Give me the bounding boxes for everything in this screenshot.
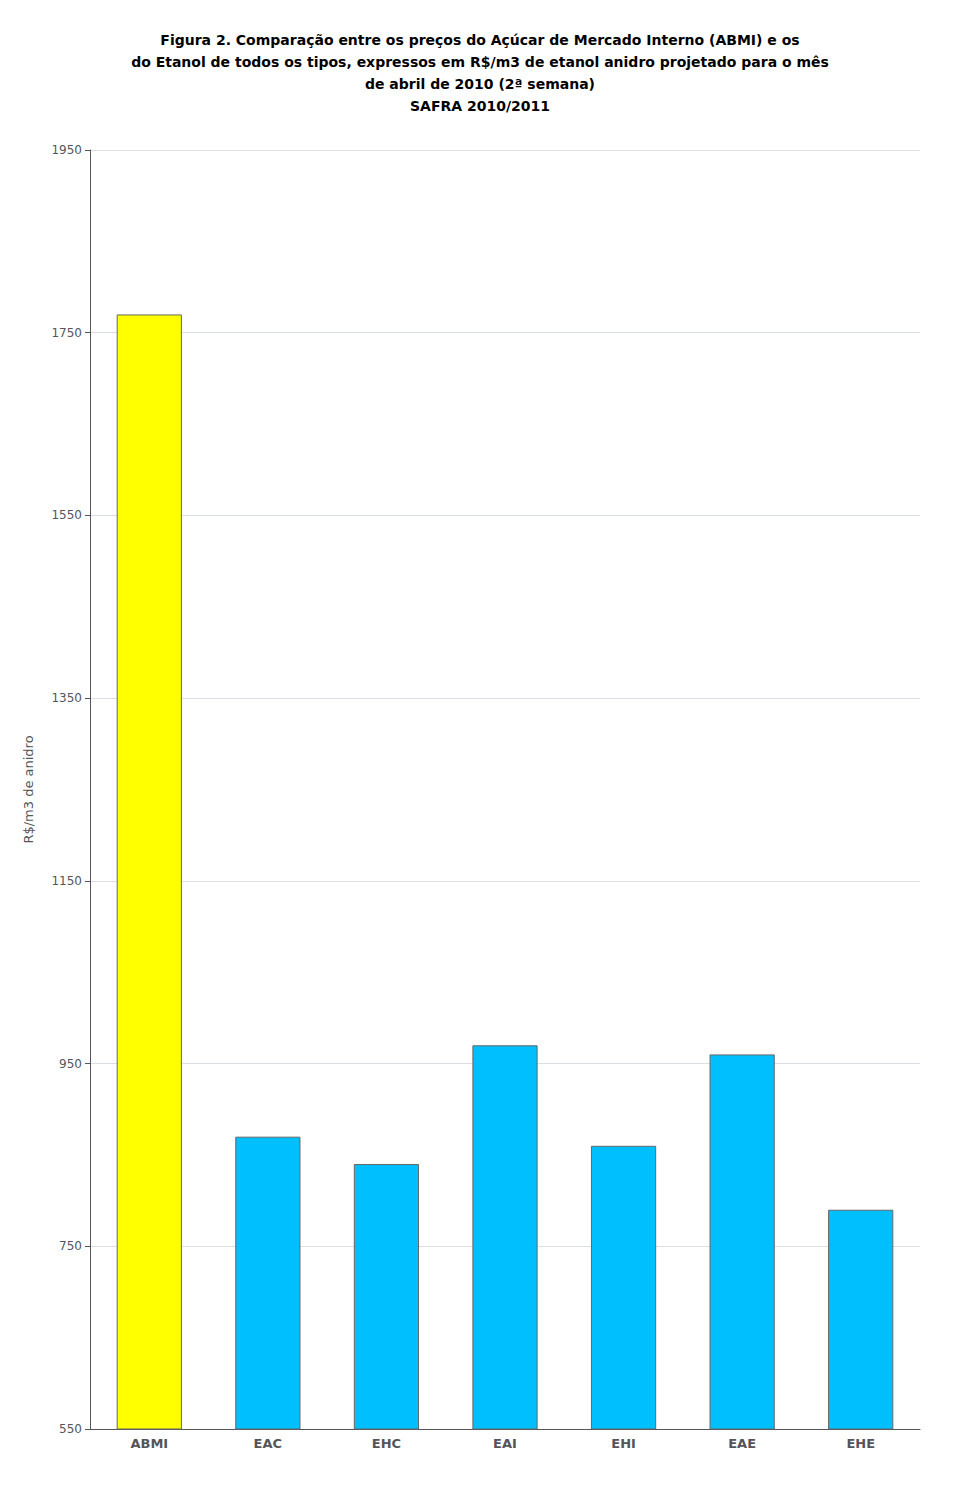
svg-text:EAE: EAE (728, 1436, 756, 1451)
svg-text:1150: 1150 (51, 874, 82, 888)
svg-text:1750: 1750 (51, 326, 82, 340)
svg-text:do Etanol de todos os tipos, e: do Etanol de todos os tipos, expressos e… (131, 54, 829, 70)
svg-text:de abril de 2010 (2ª semana): de abril de 2010 (2ª semana) (365, 76, 595, 92)
svg-text:EAI: EAI (493, 1436, 517, 1451)
svg-text:EHE: EHE (846, 1436, 875, 1451)
svg-text:950: 950 (59, 1057, 82, 1071)
svg-text:EAC: EAC (254, 1436, 282, 1451)
svg-text:1550: 1550 (51, 508, 82, 522)
svg-text:750: 750 (59, 1239, 82, 1253)
svg-text:550: 550 (59, 1422, 82, 1436)
svg-text:Figura 2. Comparação entre os: Figura 2. Comparação entre os preços do … (160, 32, 799, 48)
svg-text:1350: 1350 (51, 691, 82, 705)
svg-text:R$/m3 de anidro: R$/m3 de anidro (21, 735, 36, 843)
svg-text:EHC: EHC (372, 1436, 401, 1451)
svg-text:1950: 1950 (51, 143, 82, 157)
svg-text:ABMI: ABMI (130, 1436, 168, 1451)
svg-text:EHI: EHI (611, 1436, 636, 1451)
svg-text:SAFRA 2010/2011: SAFRA 2010/2011 (410, 98, 550, 114)
